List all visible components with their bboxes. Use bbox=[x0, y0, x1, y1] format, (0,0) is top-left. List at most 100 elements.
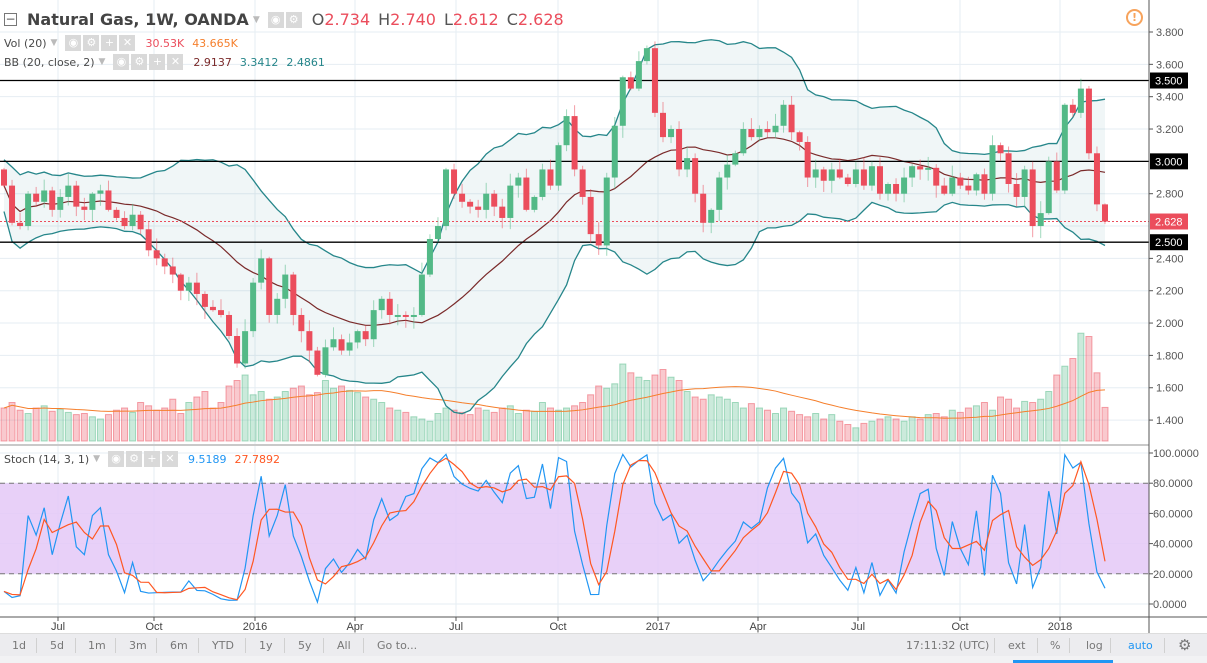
plus-icon[interactable]: + bbox=[149, 54, 166, 70]
level-label: 3.000 bbox=[1155, 156, 1183, 168]
volume-bar bbox=[257, 391, 265, 442]
collapse-icon[interactable]: − bbox=[4, 12, 17, 26]
auto-toggle[interactable]: auto bbox=[1128, 639, 1153, 652]
volume-bar bbox=[820, 418, 828, 442]
close-value: 2.628 bbox=[517, 10, 564, 29]
price-axis-label: 3.400 bbox=[1156, 92, 1184, 104]
range-1d-button[interactable]: 1d bbox=[12, 639, 26, 652]
chart-canvas[interactable]: 3.800 3.600 3.400 3.200 2.800 2.400 2.200 2.000… bbox=[0, 0, 1207, 633]
eye-icon[interactable]: ◉ bbox=[113, 54, 130, 70]
candle-body bbox=[603, 177, 610, 246]
goto-button[interactable]: Go to... bbox=[377, 639, 418, 652]
candle-body bbox=[105, 190, 112, 210]
candle-body bbox=[1093, 153, 1100, 205]
candle-body bbox=[1061, 104, 1068, 191]
range-1m-button[interactable]: 1m bbox=[88, 639, 106, 652]
candle-body bbox=[1069, 104, 1076, 113]
chevron-down-icon[interactable]: ▼ bbox=[50, 38, 58, 48]
plus-icon[interactable]: + bbox=[144, 451, 161, 467]
level-label-bg bbox=[1150, 72, 1188, 89]
gear-icon[interactable]: ⚙ bbox=[285, 11, 302, 28]
close-icon[interactable]: ✕ bbox=[162, 451, 179, 467]
candle-body bbox=[1085, 88, 1092, 154]
plus-icon[interactable]: + bbox=[101, 35, 118, 51]
eye-icon[interactable]: ◉ bbox=[108, 451, 125, 467]
clock-time[interactable]: 17:11:32 (UTC) bbox=[906, 639, 990, 652]
bb-indicator-name[interactable]: BB (20, close, 2) bbox=[4, 55, 95, 69]
candle-body bbox=[274, 298, 281, 315]
candle-body bbox=[1013, 183, 1020, 197]
range-6m-button[interactable]: 6m bbox=[170, 639, 188, 652]
volume-bar bbox=[579, 402, 587, 442]
candle-body bbox=[949, 177, 956, 194]
range-5d-button[interactable]: 5d bbox=[50, 639, 64, 652]
candle-body bbox=[386, 298, 393, 315]
volume-bar bbox=[145, 405, 153, 442]
volume-bar bbox=[410, 416, 418, 442]
time-axis-label: Oct bbox=[145, 621, 162, 633]
volume-bar bbox=[948, 409, 956, 442]
scroll-indicator[interactable] bbox=[1013, 660, 1113, 663]
volume-bar bbox=[739, 407, 747, 442]
candle-body bbox=[804, 141, 811, 178]
volume-bar bbox=[233, 380, 241, 442]
range-ytd-button[interactable]: YTD bbox=[212, 639, 234, 652]
candle-body bbox=[282, 274, 289, 299]
volume-bar bbox=[289, 387, 297, 442]
volume-bar bbox=[852, 427, 860, 442]
ext-toggle[interactable]: ext bbox=[1008, 639, 1026, 652]
volume-bar bbox=[530, 410, 538, 442]
eye-icon[interactable]: ◉ bbox=[267, 11, 284, 28]
log-toggle[interactable]: log bbox=[1086, 639, 1103, 652]
volume-bar bbox=[804, 416, 812, 442]
volume-bar bbox=[24, 413, 32, 442]
stoch-indicator-name[interactable]: Stoch (14, 3, 1) bbox=[4, 452, 90, 466]
bb-basis-value: 2.9137 bbox=[193, 55, 232, 69]
symbol-title[interactable]: Natural Gas, 1W, OANDA bbox=[27, 10, 249, 29]
candle-body bbox=[643, 48, 650, 62]
candle-body bbox=[684, 158, 691, 170]
volume-bar bbox=[506, 405, 514, 442]
candle-body bbox=[716, 177, 723, 210]
candle-body bbox=[764, 129, 771, 133]
close-icon[interactable]: ✕ bbox=[167, 54, 184, 70]
close-icon[interactable]: ✕ bbox=[119, 35, 136, 51]
candle-body bbox=[724, 164, 731, 178]
candle-body bbox=[113, 209, 120, 218]
percent-toggle[interactable]: % bbox=[1050, 639, 1061, 652]
warning-icon[interactable]: ! bbox=[1126, 9, 1143, 26]
candle-body bbox=[539, 169, 546, 197]
chevron-down-icon[interactable]: ▼ bbox=[98, 57, 106, 67]
volume-indicator-name[interactable]: Vol (20) bbox=[4, 36, 47, 50]
candle-body bbox=[73, 185, 80, 207]
candle-body bbox=[226, 314, 233, 336]
candle-body bbox=[258, 258, 265, 283]
candle-body bbox=[708, 209, 715, 223]
range-1y-button[interactable]: 1y bbox=[259, 639, 273, 652]
chevron-down-icon[interactable]: ▼ bbox=[252, 14, 260, 25]
settings-gear-icon[interactable]: ⚙ bbox=[1178, 636, 1192, 654]
candle-body bbox=[812, 169, 819, 178]
volume-bar bbox=[1053, 374, 1061, 442]
volume-bar bbox=[16, 409, 24, 442]
candle-body bbox=[362, 331, 369, 340]
candle-body bbox=[475, 206, 482, 210]
candle-body bbox=[443, 169, 450, 227]
volume-bar bbox=[177, 413, 185, 442]
gear-icon[interactable]: ⚙ bbox=[83, 35, 100, 51]
volume-bar bbox=[659, 369, 667, 442]
candle-body bbox=[161, 258, 168, 267]
high-label: H bbox=[378, 10, 391, 29]
chevron-down-icon[interactable]: ▼ bbox=[93, 454, 101, 464]
eye-icon[interactable]: ◉ bbox=[65, 35, 82, 51]
range-3m-button[interactable]: 3m bbox=[129, 639, 147, 652]
candle-body bbox=[402, 314, 409, 317]
range-5y-button[interactable]: 5y bbox=[298, 639, 312, 652]
price-axis-label: 2.800 bbox=[1156, 189, 1184, 201]
volume-bar bbox=[225, 385, 233, 442]
volume-bar bbox=[924, 414, 932, 442]
gear-icon[interactable]: ⚙ bbox=[126, 451, 143, 467]
gear-icon[interactable]: ⚙ bbox=[131, 54, 148, 70]
volume-bar bbox=[482, 409, 490, 442]
range-all-button[interactable]: All bbox=[337, 639, 351, 652]
